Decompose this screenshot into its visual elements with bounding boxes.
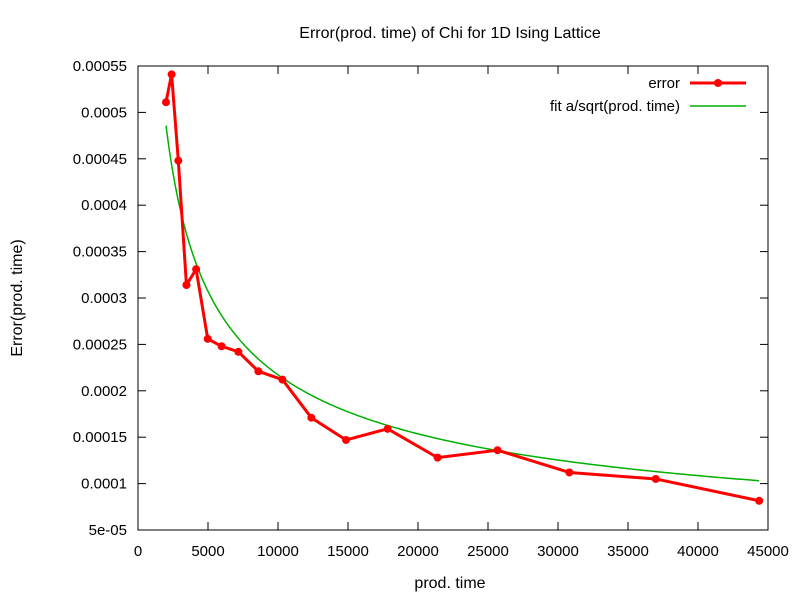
- error-point: [307, 413, 316, 422]
- legend-label-error: error: [648, 75, 680, 92]
- error-point: [162, 98, 170, 107]
- error-point: [254, 367, 263, 376]
- y-tick-label: 0.0001: [81, 476, 127, 493]
- tick-labels: 0 5000 10000 15000 20000 25000 30000 35000 40000…: [73, 58, 789, 560]
- y-tick-label: 0.0005: [81, 104, 127, 121]
- x-tick-label: 5000: [191, 543, 224, 560]
- plot-frame: [137, 65, 769, 531]
- y-tick-label: 0.00045: [73, 151, 127, 168]
- y-axis-label: Error(prod. time): [9, 239, 26, 356]
- series-layer: [162, 70, 764, 505]
- y-tick-label: 0.00035: [73, 244, 127, 261]
- x-tick-label: 20000: [397, 543, 439, 560]
- error-point: [565, 468, 574, 477]
- y-tick-label: 0.00055: [73, 58, 127, 75]
- legend-label-fit: fit a/sqrt(prod. time): [550, 98, 680, 115]
- error-point: [234, 347, 243, 356]
- series-error-line: [164, 72, 760, 503]
- error-point: [192, 265, 201, 274]
- y-tick-label: 0.0002: [81, 383, 127, 400]
- x-tick-label: 40000: [677, 543, 719, 560]
- y-tick-label: 0.0003: [81, 290, 127, 307]
- error-point: [217, 342, 226, 351]
- x-tick-label: 35000: [607, 543, 649, 560]
- legend-marker-error: [714, 79, 722, 87]
- y-tick-label: 0.00025: [73, 336, 127, 353]
- error-point: [342, 435, 351, 444]
- x-axis-label: prod. time: [414, 575, 485, 592]
- x-tick-label: 45000: [747, 543, 789, 560]
- x-tick-label: 0: [134, 543, 142, 560]
- error-point: [493, 446, 502, 455]
- y-tick-label: 0.00015: [73, 429, 127, 446]
- error-point: [278, 375, 287, 384]
- y-tick-label: 0.0004: [81, 197, 127, 214]
- error-point: [755, 496, 764, 505]
- x-tick-label: 25000: [467, 543, 509, 560]
- series-fit-line: [165, 125, 760, 482]
- error-point: [433, 453, 442, 462]
- axis-ticks: [137, 65, 769, 531]
- error-point: [167, 70, 176, 79]
- error-point: [383, 424, 392, 433]
- x-tick-label: 10000: [257, 543, 299, 560]
- chart-title: Error(prod. time) of Chi for 1D Ising La…: [299, 25, 601, 42]
- error-point: [174, 156, 183, 165]
- error-point: [651, 474, 660, 483]
- x-tick-label: 15000: [327, 543, 369, 560]
- error-point: [203, 334, 212, 343]
- error-point: [182, 281, 191, 290]
- x-tick-label: 30000: [537, 543, 579, 560]
- legend: error fit a/sqrt(prod. time): [550, 75, 746, 115]
- y-tick-label: 5e-05: [89, 522, 127, 539]
